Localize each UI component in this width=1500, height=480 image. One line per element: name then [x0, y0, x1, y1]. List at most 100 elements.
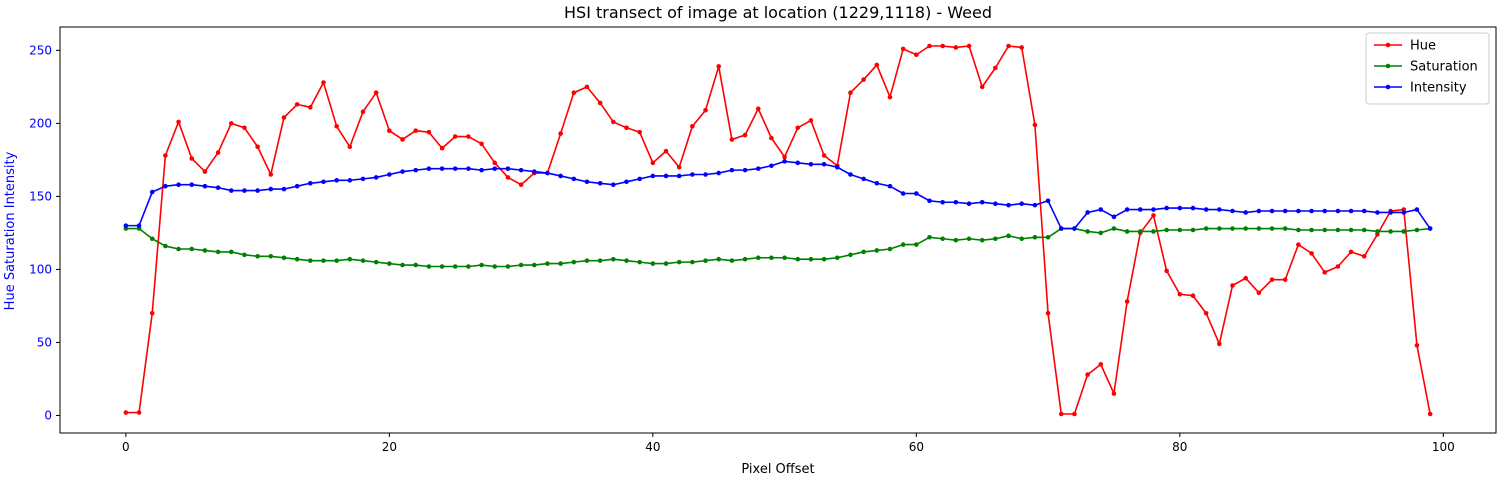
- data-point-hue: [1361, 253, 1367, 259]
- data-point-saturation: [953, 237, 959, 243]
- data-point-saturation: [716, 256, 722, 262]
- data-point-intensity: [1045, 198, 1051, 204]
- data-point-saturation: [492, 264, 498, 269]
- data-point-intensity: [597, 180, 603, 186]
- data-point-intensity: [163, 183, 168, 189]
- data-point-saturation: [1269, 226, 1275, 231]
- data-point-hue: [452, 134, 458, 139]
- data-point-saturation: [848, 252, 853, 258]
- data-point-hue: [769, 135, 774, 141]
- data-point-saturation: [268, 253, 274, 259]
- data-point-saturation: [1098, 230, 1104, 236]
- data-point-intensity: [426, 166, 432, 171]
- data-point-hue: [176, 119, 181, 125]
- data-point-intensity: [281, 186, 287, 192]
- data-point-saturation: [347, 256, 353, 262]
- data-point-intensity: [1414, 207, 1420, 212]
- data-point-intensity: [387, 172, 392, 177]
- data-point-saturation: [663, 261, 669, 266]
- data-point-saturation: [742, 256, 748, 262]
- data-point-intensity: [1111, 214, 1117, 220]
- data-point-intensity: [979, 199, 985, 205]
- data-point-saturation: [861, 249, 866, 255]
- data-point-hue: [624, 125, 629, 131]
- data-point-hue: [1282, 277, 1288, 282]
- data-point-saturation: [597, 258, 603, 263]
- data-point-hue: [1085, 372, 1090, 377]
- data-point-hue: [953, 45, 959, 50]
- data-point-intensity: [1348, 208, 1354, 214]
- data-point-hue: [874, 62, 880, 68]
- data-point-saturation: [1151, 229, 1156, 234]
- data-point-hue: [479, 141, 484, 147]
- data-point-intensity: [1401, 210, 1407, 215]
- data-point-intensity: [1058, 226, 1064, 231]
- data-point-saturation: [1388, 229, 1393, 234]
- data-point-intensity: [742, 167, 748, 173]
- data-point-hue: [255, 144, 260, 150]
- data-point-intensity: [966, 201, 972, 207]
- data-point-intensity: [176, 182, 181, 188]
- data-point-saturation: [1282, 226, 1288, 231]
- data-point-hue: [742, 132, 748, 138]
- data-point-saturation: [729, 258, 735, 263]
- data-point-hue: [387, 128, 392, 133]
- data-point-saturation: [545, 261, 550, 266]
- data-point-intensity: [1388, 210, 1393, 215]
- data-point-saturation: [281, 255, 287, 261]
- data-point-saturation: [914, 242, 919, 247]
- data-point-hue: [202, 169, 208, 174]
- data-point-saturation: [505, 264, 511, 269]
- data-point-hue: [848, 90, 853, 96]
- data-point-intensity: [492, 166, 498, 171]
- data-point-saturation: [979, 237, 985, 243]
- data-point-intensity: [1375, 210, 1380, 215]
- data-point-saturation: [1230, 226, 1235, 231]
- data-point-intensity: [360, 176, 366, 182]
- x-tick-label: 60: [909, 440, 924, 454]
- legend-swatch-marker: [1385, 84, 1391, 90]
- data-point-intensity: [545, 170, 550, 176]
- data-point-hue: [373, 90, 379, 96]
- data-point-hue: [281, 115, 287, 120]
- data-point-intensity: [782, 159, 787, 164]
- data-point-hue: [242, 125, 247, 131]
- data-point-intensity: [215, 185, 221, 190]
- data-point-saturation: [571, 259, 577, 265]
- data-point-saturation: [255, 253, 260, 259]
- data-point-hue: [1309, 251, 1314, 256]
- data-point-hue: [1164, 268, 1169, 274]
- data-point-saturation: [1124, 229, 1130, 234]
- data-point-intensity: [1217, 207, 1222, 212]
- x-axis-label: Pixel Offset: [741, 462, 814, 477]
- data-point-hue: [308, 105, 313, 110]
- data-point-saturation: [215, 249, 221, 255]
- data-point-hue: [821, 153, 827, 158]
- data-point-saturation: [755, 255, 761, 261]
- data-point-intensity: [1309, 208, 1314, 214]
- data-point-saturation: [624, 258, 629, 263]
- data-point-saturation: [966, 236, 972, 242]
- data-point-intensity: [1085, 210, 1090, 215]
- data-point-intensity: [861, 176, 866, 182]
- data-point-saturation: [1111, 226, 1117, 231]
- data-point-hue: [716, 64, 722, 69]
- legend-item-hue: Hue: [1374, 39, 1436, 54]
- y-tick-label: 100: [29, 262, 52, 276]
- data-point-saturation: [426, 264, 432, 269]
- data-point-hue: [782, 154, 787, 160]
- data-point-intensity: [940, 199, 945, 205]
- data-point-hue: [900, 46, 906, 52]
- data-point-hue: [163, 153, 168, 158]
- data-point-saturation: [1375, 229, 1380, 234]
- data-point-intensity: [123, 223, 129, 228]
- data-point-intensity: [268, 186, 274, 192]
- data-point-hue: [584, 84, 590, 90]
- data-point-hue: [413, 128, 419, 133]
- data-point-intensity: [308, 180, 313, 186]
- data-point-hue: [966, 43, 972, 49]
- data-point-intensity: [242, 188, 247, 193]
- data-point-saturation: [1296, 227, 1301, 233]
- data-point-saturation: [439, 264, 445, 269]
